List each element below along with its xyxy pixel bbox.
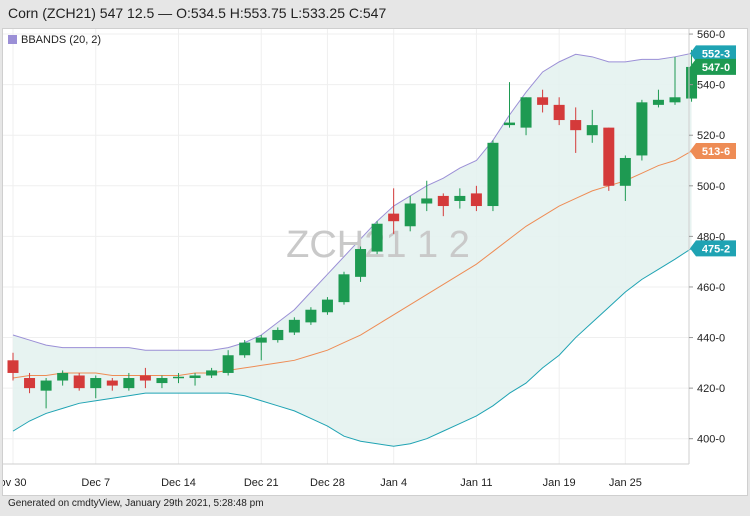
candle-body[interactable] [288, 319, 300, 333]
candle-body[interactable] [669, 97, 681, 103]
candle-body[interactable] [73, 375, 85, 389]
candle-body[interactable] [570, 120, 582, 131]
candle-body[interactable] [470, 193, 482, 207]
candle-body[interactable] [255, 337, 267, 343]
x-tick-label: ov 30 [3, 477, 26, 489]
candle-body[interactable] [619, 157, 631, 186]
legend-label: BBANDS (20, 2) [21, 34, 102, 46]
candle-body[interactable] [40, 380, 52, 391]
y-tick-label: 420-0 [697, 383, 725, 395]
candle-body[interactable] [305, 309, 317, 323]
y-tick-label: 540-0 [697, 80, 725, 92]
candle-body[interactable] [553, 104, 565, 121]
x-tick-label: Jan 4 [380, 477, 407, 489]
candle-body[interactable] [272, 329, 284, 341]
candle-body[interactable] [189, 375, 201, 379]
footer-credit: Generated on cmdtyView, January 29th 202… [8, 498, 264, 509]
candle-body[interactable] [156, 378, 168, 384]
candle-body[interactable] [437, 195, 449, 207]
y-tick-label: 500-0 [697, 181, 725, 193]
candle-body[interactable] [520, 97, 532, 128]
candle-body[interactable] [355, 249, 367, 277]
candle-body[interactable] [454, 195, 466, 201]
candle-body[interactable] [388, 213, 400, 222]
price-tag-background [690, 143, 736, 160]
chart-area[interactable]: ZCH21 1 2 560-0 540-0 520-0 500-0 480-0 460-0 4… [2, 28, 748, 496]
upper-band-line [12, 52, 692, 351]
y-tick-label: 560-0 [697, 29, 725, 41]
legend-swatch [8, 35, 17, 44]
price-tag-label: 513-6 [702, 146, 730, 158]
candle-body[interactable] [206, 370, 218, 376]
x-tick-label: Dec 28 [310, 477, 345, 489]
candle-body[interactable] [57, 372, 69, 381]
price-tag-label: 475-2 [702, 243, 730, 255]
x-tick-label: Dec 21 [244, 477, 279, 489]
candle-body[interactable] [139, 375, 151, 381]
middle-band-line [12, 150, 692, 379]
y-tick-label: 520-0 [697, 130, 725, 142]
candle-body[interactable] [603, 127, 615, 186]
candle-body[interactable] [222, 355, 234, 373]
lower-band-line [12, 247, 692, 447]
candle-body[interactable] [7, 360, 19, 373]
x-tick-label: Jan 11 [460, 477, 492, 489]
x-tick-label: Dec 14 [161, 477, 196, 489]
candle-body[interactable] [652, 99, 664, 105]
candle-body[interactable] [321, 299, 333, 313]
candle-body[interactable] [338, 274, 350, 303]
price-tag-label: 547-0 [702, 62, 730, 74]
y-tick-label: 440-0 [697, 333, 725, 345]
candle-body[interactable] [239, 342, 251, 356]
price-tag-background [690, 45, 736, 62]
candle-body[interactable] [686, 66, 698, 99]
x-tick-label: Jan 19 [543, 477, 576, 489]
chart-title: Corn (ZCH21) 547 12.5 — O:534.5 H:553.75… [8, 5, 387, 21]
bollinger-band-fill [13, 53, 692, 447]
candle-body[interactable] [504, 122, 515, 126]
candle-body[interactable] [487, 142, 499, 207]
y-tick-label: 400-0 [697, 434, 725, 446]
candle-body[interactable] [586, 125, 598, 136]
candle-body[interactable] [371, 223, 383, 252]
y-tick-label: 480-0 [697, 231, 725, 243]
chart-header: Corn (ZCH21) 547 12.5 — O:534.5 H:553.75… [0, 0, 750, 26]
candle-body[interactable] [537, 97, 549, 105]
indicator-legend[interactable]: BBANDS (20, 2) [8, 34, 101, 46]
price-tag-background [690, 240, 736, 257]
candle-body[interactable] [404, 203, 416, 227]
candle-body[interactable] [173, 376, 184, 379]
y-tick-label: 460-0 [697, 282, 725, 294]
x-tick-label: Dec 7 [81, 477, 110, 489]
candle-body[interactable] [123, 378, 135, 389]
candle-body[interactable] [90, 378, 102, 389]
price-tag-background [690, 58, 736, 75]
price-tag-label: 552-3 [702, 48, 730, 60]
chart-svg[interactable]: ZCH21 1 2560-0540-0520-0500-0480-0460-04… [3, 29, 747, 495]
x-tick-label: Jan 25 [609, 477, 642, 489]
candle-body[interactable] [106, 380, 118, 386]
candle-body[interactable] [636, 102, 648, 156]
candle-body[interactable] [421, 198, 433, 204]
candle-body[interactable] [24, 378, 36, 389]
